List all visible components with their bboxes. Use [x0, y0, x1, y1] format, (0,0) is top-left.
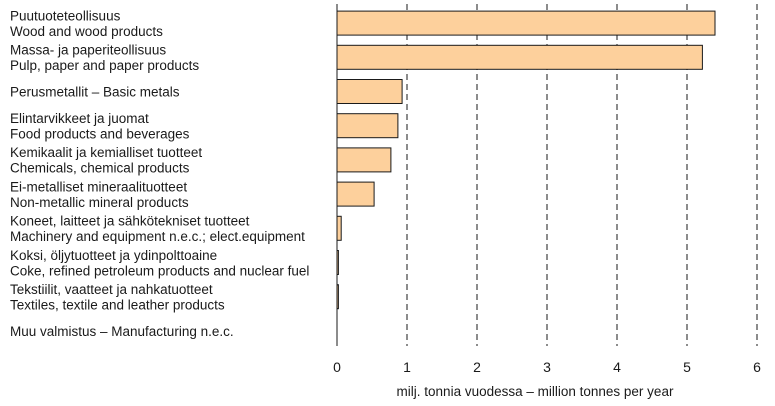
- x-tick-label: 3: [543, 359, 551, 375]
- category-label: Non-metallic mineral products: [10, 195, 189, 210]
- category-label: Koksi, öljytuotteet ja ydinpolttoaine: [10, 248, 217, 263]
- category-label: Muu valmistus – Manufacturing n.e.c.: [10, 324, 234, 339]
- category-label: Pulp, paper and paper products: [10, 58, 199, 73]
- x-tick-label: 1: [403, 359, 411, 375]
- category-label: Kemikaalit ja kemialliset tuotteet: [10, 145, 202, 160]
- x-tick-label: 2: [473, 359, 481, 375]
- category-label: Machinery and equipment n.e.c.; elect.eq…: [10, 229, 305, 244]
- bars: [336, 10, 716, 310]
- x-axis-title: milj. tonnia vuodessa – million tonnes p…: [397, 384, 674, 399]
- category-label: Elintarvikkeet ja juomat: [10, 111, 149, 126]
- x-tick-label: 5: [683, 359, 691, 375]
- bar: [336, 44, 703, 70]
- bar: [336, 113, 399, 139]
- bar: [336, 10, 716, 36]
- bar: [336, 79, 403, 104]
- category-label: Tekstiilit, vaatteet ja nahkatuotteet: [10, 282, 213, 297]
- category-label: Food products and beverages: [10, 126, 190, 141]
- category-label: Puutuoteteollisuus: [10, 8, 121, 23]
- x-tick-label: 4: [613, 359, 621, 375]
- bar: [336, 181, 375, 207]
- category-label: Chemicals, chemical products: [10, 161, 190, 176]
- bar: [336, 215, 342, 241]
- category-label: Koneet, laitteet ja sähkötekniset tuotte…: [10, 214, 250, 229]
- category-label: Ei-metalliset mineraalituotteet: [10, 179, 187, 194]
- category-label: Textiles, textile and leather products: [10, 297, 225, 312]
- category-label: Wood and wood products: [10, 24, 163, 39]
- gridlines: [406, 4, 758, 346]
- x-axis-ticks: 0 1 2 3 4 5 6: [333, 359, 761, 375]
- x-tick-label: 0: [333, 359, 341, 375]
- bar: [336, 147, 392, 173]
- category-label: Perusmetallit – Basic metals: [10, 85, 180, 100]
- category-label: Massa- ja paperiteollisuus: [10, 43, 166, 58]
- x-tick-label: 6: [753, 359, 761, 375]
- category-label: Coke, refined petroleum products and nuc…: [10, 263, 309, 278]
